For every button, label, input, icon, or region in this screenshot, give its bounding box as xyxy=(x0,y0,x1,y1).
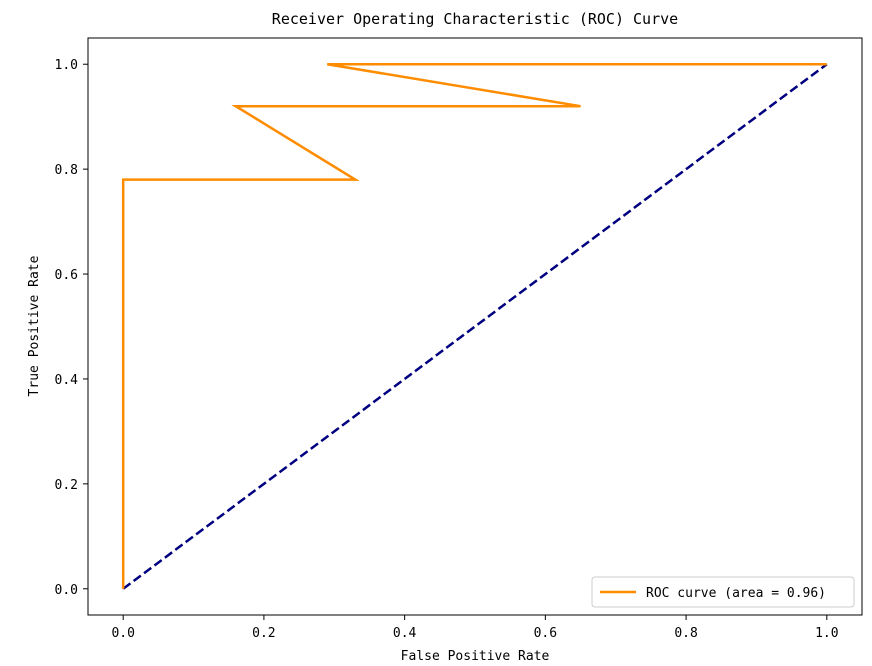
y-tick-label: 0.0 xyxy=(55,583,78,598)
x-axis: 0.0 0.2 0.4 0.6 0.8 1.0 xyxy=(111,615,839,641)
x-axis-label: False Positive Rate xyxy=(401,649,550,664)
chart-title: Receiver Operating Characteristic (ROC) … xyxy=(272,10,678,28)
y-tick-label: 1.0 xyxy=(55,58,78,73)
x-tick-label: 0.6 xyxy=(534,626,557,641)
x-tick-label: 0.0 xyxy=(111,626,134,641)
y-tick-label: 0.4 xyxy=(55,373,79,388)
legend: ROC curve (area = 0.96) xyxy=(591,576,855,608)
legend-box xyxy=(591,576,855,608)
y-tick-label: 0.8 xyxy=(55,163,78,178)
y-tick-label: 0.6 xyxy=(55,268,78,283)
x-tick-label: 0.8 xyxy=(674,626,697,641)
diagonal-reference-line xyxy=(122,63,828,590)
x-tick-label: 1.0 xyxy=(815,626,838,641)
y-axis: 0.0 0.2 0.4 0.6 0.8 1.0 xyxy=(55,58,88,598)
roc-curve-line xyxy=(121,62,827,589)
x-tick-label: 0.4 xyxy=(393,626,417,641)
x-tick-label: 0.2 xyxy=(252,626,275,641)
y-axis-label: True Positive Rate xyxy=(27,255,42,396)
y-tick-label: 0.2 xyxy=(55,478,78,493)
plot-lines xyxy=(121,62,828,590)
legend-label-roc: ROC curve (area = 0.96) xyxy=(646,586,826,601)
plot-frame xyxy=(87,37,863,616)
